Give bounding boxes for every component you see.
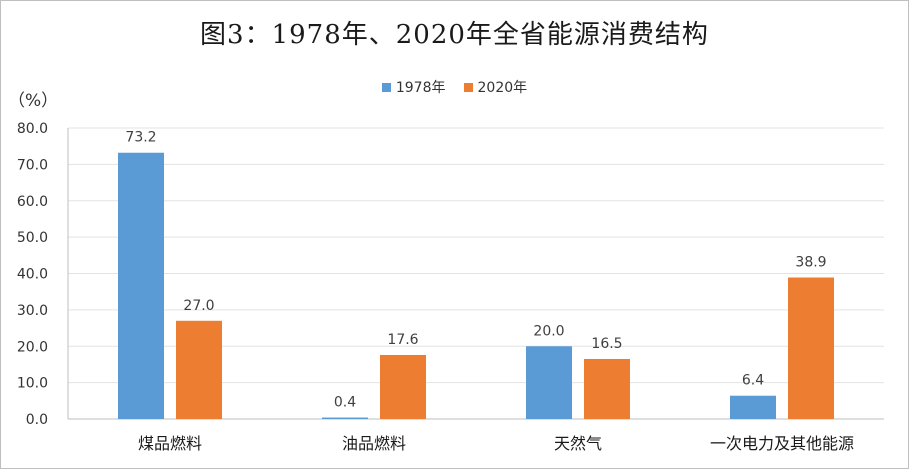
- bar: [176, 320, 222, 419]
- chart-legend: 1978年 2020年: [0, 77, 909, 97]
- x-tick-label: 一次电力及其他能源: [710, 434, 854, 453]
- data-label: 6.4: [742, 373, 764, 389]
- y-tick-label: 10.0: [17, 376, 48, 392]
- data-label: 0.4: [334, 395, 356, 411]
- y-tick-label: 50.0: [17, 230, 48, 246]
- bar: [380, 354, 426, 419]
- legend-swatch-1978: [381, 82, 391, 92]
- data-label: 20.0: [533, 323, 564, 339]
- y-axis-unit: （%）: [8, 91, 59, 111]
- bar: [584, 358, 630, 419]
- y-tick-label: 30.0: [17, 303, 48, 319]
- bar: [322, 417, 368, 419]
- bar: [788, 277, 834, 419]
- x-tick-label: 煤品燃料: [138, 434, 202, 453]
- x-tick-label: 油品燃料: [342, 434, 406, 453]
- y-tick-label: 70.0: [17, 157, 48, 173]
- y-tick-label: 0.0: [26, 412, 48, 428]
- legend-swatch-2020: [463, 82, 473, 92]
- data-label: 73.2: [125, 130, 156, 146]
- legend-item-2020: 2020年: [463, 77, 528, 97]
- data-label: 16.5: [591, 336, 622, 352]
- y-tick-label: 60.0: [17, 194, 48, 210]
- chart-title: 图3：1978年、2020年全省能源消费结构: [200, 20, 709, 50]
- y-tick-label: 40.0: [17, 267, 48, 283]
- bar: [118, 152, 164, 420]
- bar: [730, 395, 776, 419]
- data-label: 38.9: [795, 255, 826, 271]
- bar: [526, 346, 572, 419]
- y-tick-label: 20.0: [17, 339, 48, 355]
- x-tick-label: 天然气: [554, 434, 602, 453]
- legend-label-2020: 2020年: [477, 80, 528, 96]
- y-tick-label: 80.0: [17, 121, 48, 137]
- legend-label-1978: 1978年: [395, 80, 446, 96]
- data-label: 27.0: [183, 298, 214, 314]
- data-label: 17.6: [387, 332, 418, 348]
- legend-item-1978: 1978年: [381, 77, 446, 97]
